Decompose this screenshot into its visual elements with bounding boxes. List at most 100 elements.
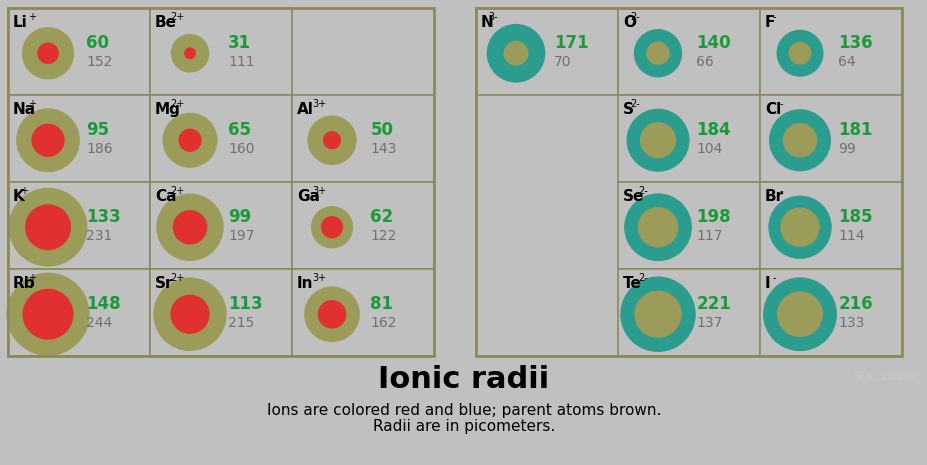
Text: 136: 136 bbox=[837, 34, 872, 52]
Circle shape bbox=[768, 110, 830, 171]
Text: 113: 113 bbox=[228, 295, 262, 313]
Circle shape bbox=[179, 129, 201, 151]
Text: In: In bbox=[297, 276, 313, 291]
Text: S: S bbox=[622, 102, 633, 117]
Text: 117: 117 bbox=[695, 229, 722, 243]
Text: Sr: Sr bbox=[155, 276, 173, 291]
Circle shape bbox=[789, 42, 810, 64]
FancyBboxPatch shape bbox=[292, 269, 434, 356]
Text: +: + bbox=[28, 99, 36, 109]
Circle shape bbox=[646, 42, 668, 64]
Text: -: - bbox=[771, 12, 775, 22]
Text: 95: 95 bbox=[86, 121, 109, 139]
Text: 50: 50 bbox=[370, 121, 393, 139]
Text: 3+: 3+ bbox=[311, 273, 325, 283]
Circle shape bbox=[163, 113, 217, 167]
Text: 31: 31 bbox=[228, 34, 251, 52]
Circle shape bbox=[9, 188, 86, 266]
Text: F: F bbox=[764, 15, 775, 30]
Circle shape bbox=[157, 194, 222, 260]
Text: Li: Li bbox=[13, 15, 28, 30]
Circle shape bbox=[322, 217, 342, 238]
Text: Ionic radii: Ionic radii bbox=[378, 365, 549, 394]
Text: +: + bbox=[20, 186, 29, 196]
Text: Te: Te bbox=[622, 276, 641, 291]
Text: Mg: Mg bbox=[155, 102, 181, 117]
Circle shape bbox=[318, 301, 345, 328]
Text: +: + bbox=[28, 12, 36, 22]
Text: 2-: 2- bbox=[638, 273, 647, 283]
Text: Ions are colored red and blue; parent atoms brown.: Ions are colored red and blue; parent at… bbox=[267, 403, 660, 418]
FancyBboxPatch shape bbox=[759, 182, 901, 269]
Text: 2+: 2+ bbox=[170, 12, 184, 22]
Text: 185: 185 bbox=[837, 208, 872, 226]
Text: 65: 65 bbox=[228, 121, 251, 139]
FancyBboxPatch shape bbox=[759, 269, 901, 356]
FancyBboxPatch shape bbox=[8, 269, 150, 356]
Text: -: - bbox=[780, 186, 782, 196]
Text: Se: Se bbox=[622, 189, 643, 204]
Text: 221: 221 bbox=[695, 295, 730, 313]
Circle shape bbox=[624, 194, 691, 260]
Text: Cl: Cl bbox=[764, 102, 781, 117]
FancyBboxPatch shape bbox=[8, 182, 150, 269]
Circle shape bbox=[638, 208, 677, 247]
Text: 2+: 2+ bbox=[170, 99, 184, 109]
Text: 2-: 2- bbox=[629, 99, 640, 109]
Text: -: - bbox=[780, 99, 782, 109]
Text: 215: 215 bbox=[228, 316, 254, 330]
Circle shape bbox=[324, 132, 340, 149]
Text: 197: 197 bbox=[228, 229, 255, 243]
Text: 216: 216 bbox=[837, 295, 872, 313]
Text: 64: 64 bbox=[837, 55, 855, 69]
Circle shape bbox=[17, 109, 79, 172]
Circle shape bbox=[627, 109, 688, 171]
FancyBboxPatch shape bbox=[476, 8, 617, 95]
Circle shape bbox=[763, 278, 835, 351]
FancyBboxPatch shape bbox=[617, 95, 759, 182]
Text: Ca: Ca bbox=[155, 189, 176, 204]
Circle shape bbox=[634, 30, 680, 77]
Circle shape bbox=[503, 41, 527, 65]
Circle shape bbox=[23, 289, 72, 339]
FancyBboxPatch shape bbox=[150, 182, 292, 269]
FancyBboxPatch shape bbox=[150, 95, 292, 182]
Circle shape bbox=[308, 116, 356, 164]
Circle shape bbox=[154, 278, 226, 350]
FancyBboxPatch shape bbox=[617, 8, 759, 95]
Text: 122: 122 bbox=[370, 229, 396, 243]
Text: 2+: 2+ bbox=[170, 186, 184, 196]
Text: 99: 99 bbox=[228, 208, 251, 226]
Text: O: O bbox=[622, 15, 635, 30]
FancyBboxPatch shape bbox=[8, 8, 150, 95]
Text: 3-: 3- bbox=[488, 12, 498, 22]
Text: 244: 244 bbox=[86, 316, 112, 330]
Text: 181: 181 bbox=[837, 121, 872, 139]
Circle shape bbox=[38, 43, 58, 63]
Text: I: I bbox=[764, 276, 769, 291]
Text: 66: 66 bbox=[695, 55, 713, 69]
Text: 198: 198 bbox=[695, 208, 730, 226]
Text: 81: 81 bbox=[370, 295, 393, 313]
Circle shape bbox=[640, 123, 675, 158]
Text: 2+: 2+ bbox=[170, 273, 184, 283]
Circle shape bbox=[487, 25, 544, 82]
FancyBboxPatch shape bbox=[759, 8, 901, 95]
Circle shape bbox=[311, 207, 352, 248]
Text: 62: 62 bbox=[370, 208, 393, 226]
Text: 70: 70 bbox=[553, 55, 571, 69]
Text: Ga: Ga bbox=[297, 189, 320, 204]
FancyBboxPatch shape bbox=[150, 8, 292, 95]
Text: 3+: 3+ bbox=[311, 186, 325, 196]
Text: Be: Be bbox=[155, 15, 177, 30]
Text: Radii are in picometers.: Radii are in picometers. bbox=[373, 419, 554, 434]
Circle shape bbox=[171, 295, 209, 333]
Circle shape bbox=[7, 273, 89, 355]
Text: 2-: 2- bbox=[638, 186, 647, 196]
Circle shape bbox=[184, 48, 195, 59]
Text: 143: 143 bbox=[370, 142, 396, 156]
Text: 137: 137 bbox=[695, 316, 722, 330]
Text: Br: Br bbox=[764, 189, 783, 204]
Circle shape bbox=[781, 208, 819, 246]
FancyBboxPatch shape bbox=[150, 269, 292, 356]
